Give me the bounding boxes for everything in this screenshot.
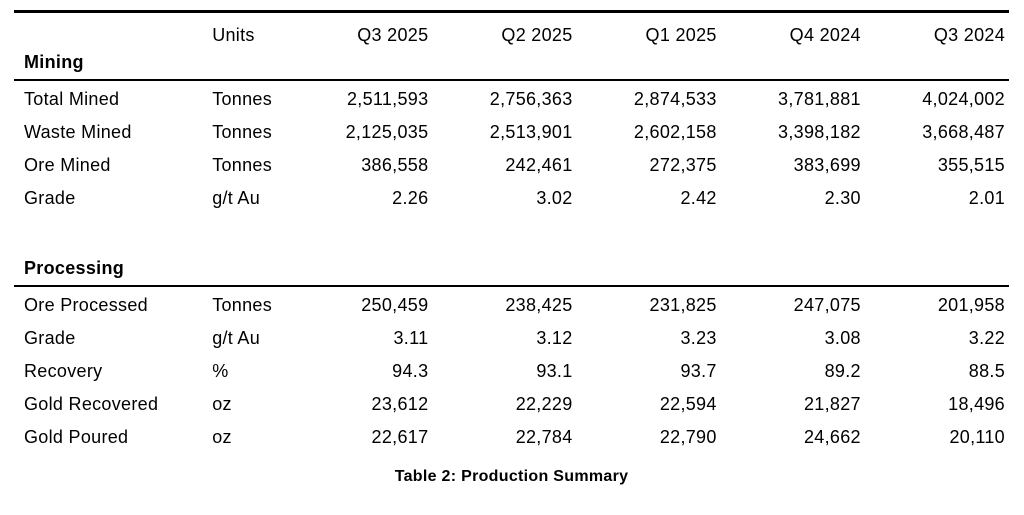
cell-value: 231,825 [649, 295, 717, 315]
row-units: % [212, 361, 229, 381]
cell-value: 2.26 [392, 188, 429, 208]
table-row-waste-mined: Waste Mined Tonnes 2,125,035 2,513,901 2… [14, 114, 1009, 147]
row-units: Tonnes [212, 295, 273, 315]
cell-value: 24,662 [803, 427, 861, 447]
cell-value: 3,781,881 [778, 89, 861, 109]
cell-value: 4,024,002 [922, 89, 1005, 109]
row-label: Grade [24, 328, 76, 348]
cell-value: 22,229 [515, 394, 573, 414]
table-caption: Table 2: Production Summary [394, 468, 629, 485]
column-header-units: Units [212, 25, 255, 45]
row-units: g/t Au [212, 328, 261, 348]
cell-value: 2,513,901 [489, 122, 573, 142]
cell-value: 3.12 [536, 328, 573, 348]
row-label: Total Mined [24, 89, 120, 109]
cell-value: 93.7 [680, 361, 717, 381]
row-units: oz [212, 427, 232, 447]
cell-value: 3,398,182 [778, 122, 861, 142]
cell-value: 3.02 [536, 188, 573, 208]
cell-value: 23,612 [371, 394, 429, 414]
cell-value: 247,075 [793, 295, 861, 315]
table-row-gold-recovered: Gold Recovered oz 23,612 22,229 22,594 2… [14, 386, 1009, 419]
row-label: Gold Poured [24, 427, 129, 447]
column-header-q3-2024: Q3 2024 [933, 25, 1005, 45]
row-label: Ore Mined [24, 155, 111, 175]
cell-value: 238,425 [505, 295, 573, 315]
header-row: Units Q3 2025 Q2 2025 Q1 2025 Q4 2024 Q3… [14, 12, 1009, 48]
cell-value: 94.3 [392, 361, 429, 381]
cell-value: 272,375 [649, 155, 717, 175]
cell-value: 22,784 [515, 427, 573, 447]
table-row-ore-processed: Ore Processed Tonnes 250,459 238,425 231… [14, 286, 1009, 320]
table-row-recovery: Recovery % 94.3 93.1 93.7 89.2 88.5 [14, 353, 1009, 386]
cell-value: 383,699 [793, 155, 861, 175]
production-summary-table: Units Q3 2025 Q2 2025 Q1 2025 Q4 2024 Q3… [14, 10, 1009, 452]
row-label: Grade [24, 188, 76, 208]
row-label: Waste Mined [24, 122, 132, 142]
cell-value: 88.5 [968, 361, 1005, 381]
cell-value: 22,790 [659, 427, 717, 447]
cell-value: 2,756,363 [489, 89, 573, 109]
cell-value: 2,125,035 [345, 122, 429, 142]
cell-value: 250,459 [361, 295, 429, 315]
cell-value: 20,110 [949, 427, 1005, 447]
column-header-q3-2025: Q3 2025 [357, 25, 429, 45]
cell-value: 2.01 [968, 188, 1005, 208]
row-units: g/t Au [212, 188, 261, 208]
cell-value: 242,461 [505, 155, 573, 175]
cell-value: 18,496 [948, 394, 1005, 414]
cell-value: 22,617 [371, 427, 429, 447]
cell-value: 2.42 [680, 188, 717, 208]
section-heading-row-mining: Mining [14, 47, 1009, 81]
table-row-gold-poured: Gold Poured oz 22,617 22,784 22,790 24,6… [14, 419, 1009, 452]
cell-value: 3.08 [824, 328, 861, 348]
row-label: Recovery [24, 361, 103, 381]
column-header-empty [14, 12, 206, 48]
section-heading-row-processing: Processing [14, 253, 1009, 287]
row-label: Gold Recovered [24, 394, 159, 414]
column-header-q1-2025: Q1 2025 [645, 25, 717, 45]
row-units: Tonnes [212, 155, 273, 175]
row-label: Ore Processed [24, 295, 148, 315]
section-spacer [14, 213, 1009, 253]
cell-value: 386,558 [361, 155, 429, 175]
cell-value: 21,827 [803, 394, 861, 414]
table-row-grade-processing: Grade g/t Au 3.11 3.12 3.23 3.08 3.22 [14, 320, 1009, 353]
cell-value: 3,668,487 [922, 122, 1005, 142]
cell-value: 2,511,593 [346, 89, 429, 109]
cell-value: 3.11 [393, 328, 429, 348]
table-row-total-mined: Total Mined Tonnes 2,511,593 2,756,363 2… [14, 80, 1009, 114]
cell-value: 22,594 [659, 394, 717, 414]
column-header-q2-2025: Q2 2025 [501, 25, 573, 45]
cell-value: 93.1 [536, 361, 573, 381]
cell-value: 2,874,533 [633, 89, 717, 109]
row-units: Tonnes [212, 89, 273, 109]
table-row-grade-mining: Grade g/t Au 2.26 3.02 2.42 2.30 2.01 [14, 180, 1009, 213]
row-units: oz [212, 394, 232, 414]
cell-value: 2.30 [824, 188, 861, 208]
cell-value: 201,958 [937, 295, 1005, 315]
cell-value: 3.22 [968, 328, 1005, 348]
section-heading-processing: Processing [14, 253, 1009, 287]
cell-value: 2,602,158 [633, 122, 717, 142]
section-heading-mining: Mining [14, 47, 1009, 81]
cell-value: 355,515 [937, 155, 1005, 175]
table-row-ore-mined: Ore Mined Tonnes 386,558 242,461 272,375… [14, 147, 1009, 180]
cell-value: 3.23 [680, 328, 717, 348]
cell-value: 89.2 [824, 361, 861, 381]
column-header-q4-2024: Q4 2024 [789, 25, 861, 45]
row-units: Tonnes [212, 122, 273, 142]
